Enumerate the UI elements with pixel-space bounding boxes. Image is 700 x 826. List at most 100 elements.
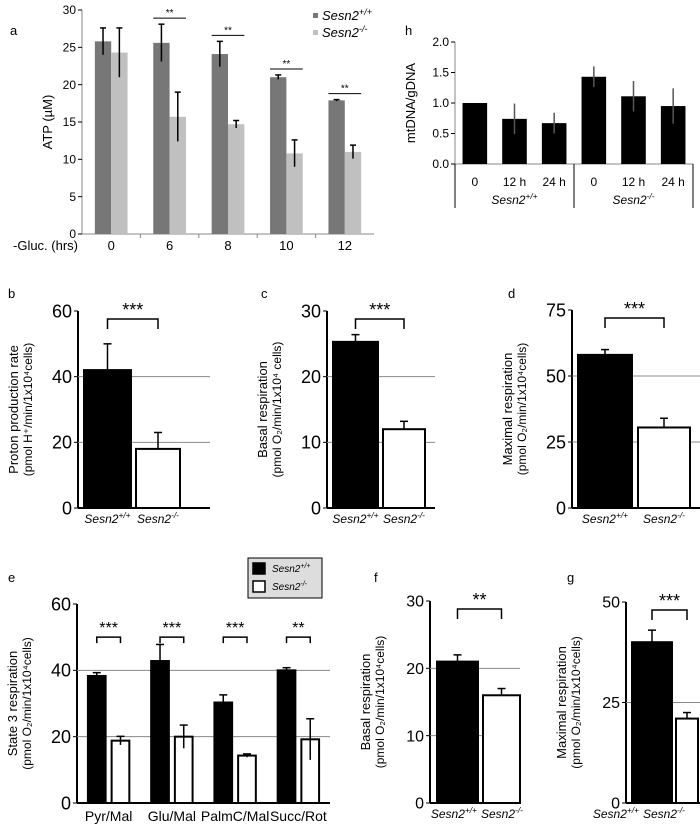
y-tick-label: 40 xyxy=(52,367,72,387)
y-tick-label: 0.5 xyxy=(432,127,449,141)
y-tick-label: 50 xyxy=(602,595,620,612)
y-tick-label: 0 xyxy=(311,498,321,518)
genotype-sup: +/+ xyxy=(118,510,130,520)
genotype-sup: -/- xyxy=(647,191,655,201)
x-tick-label: Succ/Rot xyxy=(270,808,327,824)
y-axis-label: Maximal respiration xyxy=(500,353,515,466)
y-axis-label: Proton production rate xyxy=(6,345,21,474)
y-axis-label-units: (pmol O₂/min/1x10⁴cells) xyxy=(373,636,387,769)
y-tick-label: 10 xyxy=(406,728,424,745)
bar xyxy=(270,77,287,234)
y-tick-label: 75 xyxy=(546,300,566,320)
x-tick-label: 24 h xyxy=(661,175,684,189)
bar xyxy=(581,76,607,164)
y-axis-label: Basal respiration xyxy=(255,361,270,458)
panel-label: g xyxy=(567,570,574,585)
bar xyxy=(328,100,345,234)
bar xyxy=(211,54,228,235)
bar xyxy=(150,660,170,805)
bar xyxy=(332,340,379,510)
x-tick-label: Glu/Mal xyxy=(148,808,196,824)
x-tick-label: Sesn2+/+ xyxy=(332,510,378,526)
bar xyxy=(286,153,303,234)
y-tick-label: 30 xyxy=(406,594,424,611)
legend-swatch xyxy=(252,580,266,593)
genotype-sup: -/- xyxy=(359,24,368,34)
gene-name: Sesn2 xyxy=(84,512,118,526)
significance-label: *** xyxy=(99,620,118,637)
y-axis-label: State 3 respiration xyxy=(5,651,20,757)
x-tick-label: 6 xyxy=(166,238,173,253)
x-tick-label: 12 h xyxy=(622,175,645,189)
y-tick-label: 10 xyxy=(63,153,77,167)
y-axis-label: ATP (µM) xyxy=(40,95,55,150)
y-tick-label: 20 xyxy=(51,727,71,747)
legend-swatch xyxy=(252,562,266,575)
gene-name: Sesn2 xyxy=(272,564,301,575)
genotype-sup: +/+ xyxy=(465,805,477,815)
y-tick-label: 60 xyxy=(52,301,72,321)
genotype-sup: -/- xyxy=(300,581,307,588)
panel-label: d xyxy=(508,286,515,301)
gene-name: Sesn2 xyxy=(383,512,417,526)
y-axis-label-units: (pmol O₂/min/1x10⁴cells) xyxy=(515,343,529,476)
y-tick-label: 10 xyxy=(301,433,321,453)
y-axis-label: Basal respiration xyxy=(358,654,373,751)
significance-bracket xyxy=(96,636,122,644)
bar xyxy=(153,42,170,234)
significance-label: ** xyxy=(166,8,174,19)
x-tick-label: 24 h xyxy=(542,175,565,189)
significance-label: *** xyxy=(163,620,182,637)
x-tick-label: Pyr/Mal xyxy=(85,808,132,824)
y-tick-label: 0.0 xyxy=(432,157,449,171)
genotype-sup: +/+ xyxy=(525,191,537,201)
gene-name: Sesn2 xyxy=(137,512,171,526)
y-tick-label: 1.0 xyxy=(432,96,449,110)
x-tick-label: 8 xyxy=(224,238,231,253)
genotype-sup: -/- xyxy=(515,805,523,815)
y-tick-label: 25 xyxy=(63,41,77,55)
bar xyxy=(631,641,673,805)
gene-name: Sesn2 xyxy=(643,807,677,821)
y-axis-label: Maximal respiration xyxy=(554,646,569,759)
legend-label: Sesn2+/+ xyxy=(322,7,372,23)
bar xyxy=(83,369,132,509)
significance-bracket xyxy=(159,636,185,644)
gene-name: Sesn2 xyxy=(272,582,301,593)
y-tick-label: 0 xyxy=(69,227,76,241)
bar xyxy=(111,52,128,235)
bar xyxy=(482,694,521,804)
y-tick-label: 20 xyxy=(52,433,72,453)
bar xyxy=(637,426,691,510)
y-tick-label: 20 xyxy=(406,661,424,678)
significance-bracket xyxy=(456,608,503,619)
genotype-sup: +/+ xyxy=(616,510,628,520)
legend-label: Sesn2-/- xyxy=(322,24,367,40)
x-tick-label: Sesn2-/- xyxy=(643,510,685,526)
y-axis-label: mtDNA/gDNA xyxy=(403,63,418,144)
x-tick-label: Sesn2-/- xyxy=(137,510,179,526)
y-tick-label: 50 xyxy=(546,366,566,386)
genotype-sup: -/- xyxy=(171,510,179,520)
genotype-sup: -/- xyxy=(677,510,685,520)
x-tick-label: 12 xyxy=(338,238,352,253)
gene-name: Sesn2 xyxy=(431,807,465,821)
x-tick-label: PalmC/Mal xyxy=(201,808,269,824)
bar xyxy=(237,754,257,804)
x-tick-label: 0 xyxy=(108,238,115,253)
y-axis-label-units: (pmol O₂/min/1x10⁴cells) xyxy=(569,636,583,769)
group-label: Sesn2-/- xyxy=(613,191,655,207)
gene-name: Sesn2 xyxy=(643,512,677,526)
bar xyxy=(110,739,131,804)
gene-name: Sesn2 xyxy=(593,807,627,821)
y-tick-label: 25 xyxy=(546,432,566,452)
bar xyxy=(276,669,297,804)
y-tick-label: 0 xyxy=(556,498,566,518)
significance-label: ** xyxy=(472,590,486,610)
bar xyxy=(462,103,488,164)
genotype-sup: +/+ xyxy=(359,7,372,17)
legend-label: Sesn2-/- xyxy=(272,581,308,593)
legend-swatch xyxy=(313,30,318,35)
bar xyxy=(169,116,186,234)
panel-label: b xyxy=(8,286,15,301)
